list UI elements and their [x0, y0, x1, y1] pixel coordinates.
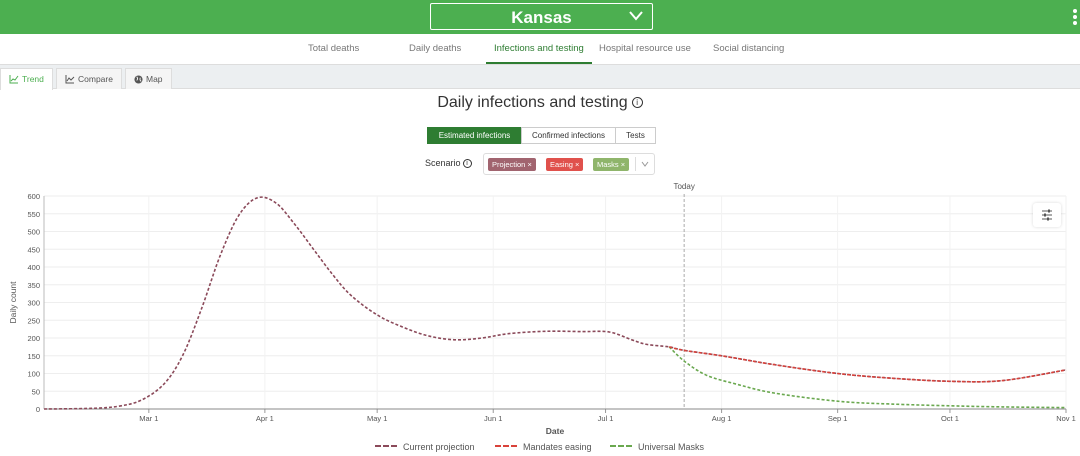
chip-masks-label: Masks: [597, 160, 619, 169]
y-tick-label: 550: [27, 210, 40, 219]
sliders-icon: [1042, 209, 1052, 221]
toggle-estimated-infections[interactable]: Estimated infections: [427, 127, 522, 144]
series-line-mandates-easing: [669, 346, 1067, 383]
subtab-trend-label: Trend: [22, 74, 44, 84]
compare-chart-icon: [65, 75, 75, 84]
scenario-label-text: Scenario: [425, 158, 461, 168]
legend-swatch: [375, 445, 397, 447]
x-tick-label: May 1: [367, 414, 387, 423]
scenario-select[interactable]: Projection × Easing × Masks ×: [483, 153, 655, 175]
y-tick-label: 150: [27, 352, 40, 361]
y-tick-label: 250: [27, 316, 40, 325]
legend-swatch: [495, 445, 517, 447]
more-menu-icon[interactable]: [1072, 9, 1078, 25]
state-name: Kansas: [511, 8, 572, 27]
legend-universal-masks[interactable]: Universal Masks: [610, 442, 704, 452]
subtab-map[interactable]: Map: [125, 68, 172, 89]
tab-daily-deaths[interactable]: Daily deaths: [409, 43, 462, 54]
legend-mandates-easing[interactable]: Mandates easing: [495, 442, 592, 452]
chevron-down-icon: [629, 11, 643, 21]
chip-projection-label: Projection: [492, 160, 526, 169]
legend-label: Universal Masks: [638, 442, 705, 452]
x-tick-label: Nov 1: [1056, 414, 1076, 423]
remove-masks-icon[interactable]: ×: [620, 160, 626, 169]
page-title: Daily infections and testing i: [0, 94, 1080, 112]
y-tick-label: 0: [36, 405, 40, 414]
y-tick-label: 50: [32, 387, 40, 396]
subtab-map-label: Map: [146, 74, 163, 84]
legend-swatch: [610, 445, 632, 447]
tab-total-deaths[interactable]: Total deaths: [308, 43, 360, 54]
scenario-divider: [635, 157, 636, 171]
y-tick-label: 450: [27, 245, 40, 254]
toggle-tests[interactable]: Tests: [615, 127, 656, 144]
remove-easing-icon[interactable]: ×: [575, 160, 580, 169]
chip-easing[interactable]: Easing ×: [546, 158, 584, 171]
scenario-label: Scenario i: [425, 158, 472, 168]
state-selector[interactable]: Kansas: [430, 3, 653, 30]
infections-chart: 0 50 100 150 200 250 300 350 400 450 500 550 600 Mar …: [8, 182, 1076, 436]
tab-infections-and-testing[interactable]: Infections and testing: [494, 43, 584, 54]
top-bar: Kansas: [0, 0, 1080, 34]
scenario-info-icon[interactable]: i: [462, 159, 472, 168]
chip-easing-label: Easing: [550, 160, 573, 169]
remove-projection-icon[interactable]: ×: [527, 160, 532, 169]
tab-hospital-resource-use[interactable]: Hospital resource use: [599, 43, 691, 54]
chevron-down-icon[interactable]: [640, 159, 650, 169]
tab-social-distancing[interactable]: Social distancing: [713, 43, 785, 54]
x-tick-label: Oct 1: [941, 414, 959, 423]
x-tick-label: Apr 1: [256, 414, 274, 423]
y-axis-label: Daily count: [8, 281, 18, 324]
y-tick-label: 350: [27, 281, 40, 290]
chart-settings-button[interactable]: [1033, 203, 1061, 227]
x-tick-label: Mar 1: [139, 414, 158, 423]
today-label: Today: [673, 182, 694, 191]
y-tick-label: 500: [27, 228, 40, 237]
x-tick-label: Jun 1: [484, 414, 502, 423]
chip-projection[interactable]: Projection ×: [488, 158, 536, 171]
y-tick-label: 200: [27, 334, 40, 343]
toggle-confirmed-infections[interactable]: Confirmed infections: [521, 127, 616, 144]
legend-current-projection[interactable]: Current projection: [375, 442, 475, 452]
chip-masks[interactable]: Masks ×: [593, 158, 630, 171]
x-tick-label: Jul 1: [598, 414, 614, 423]
y-tick-label: 400: [27, 263, 40, 272]
y-tick-label: 100: [27, 370, 40, 379]
subtab-trend[interactable]: Trend: [0, 68, 53, 90]
globe-icon: [134, 75, 143, 84]
y-tick-label: 600: [27, 192, 40, 201]
legend-label: Mandates easing: [523, 442, 592, 452]
line-chart-icon: [9, 75, 19, 84]
subtab-compare-label: Compare: [78, 74, 113, 84]
active-tab-indicator: [486, 62, 592, 64]
series-line-current-projection: [43, 196, 1067, 410]
legend-label: Current projection: [403, 442, 475, 452]
x-tick-label: Aug 1: [712, 414, 732, 423]
metric-nav: Total deaths Daily deaths Infections and…: [0, 34, 1080, 65]
view-tabs: Trend Compare Map: [0, 65, 1080, 90]
info-icon[interactable]: i: [631, 97, 643, 108]
page-title-text: Daily infections and testing: [437, 94, 628, 111]
y-tick-label: 300: [27, 299, 40, 308]
x-tick-label: Sep 1: [828, 414, 848, 423]
subtab-compare[interactable]: Compare: [56, 68, 122, 89]
x-axis-label: Date: [546, 426, 565, 436]
